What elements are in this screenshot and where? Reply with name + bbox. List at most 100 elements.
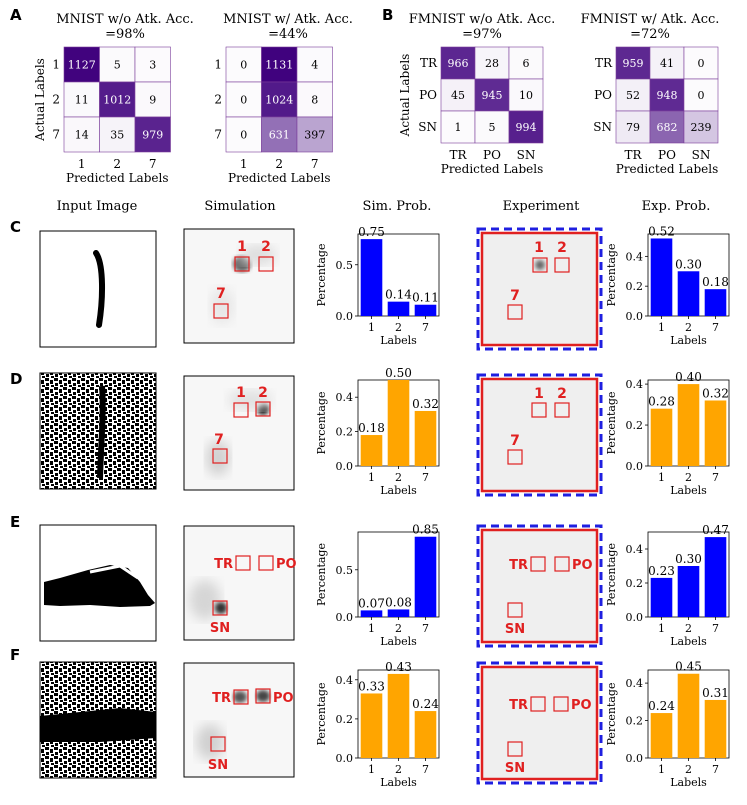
x-axis-label: Labels bbox=[380, 484, 417, 497]
bar-value-label: 0.52 bbox=[648, 224, 675, 238]
x-tick-label: 2 bbox=[395, 471, 402, 484]
matrix-col-label: 7 bbox=[311, 157, 319, 171]
detector-box-7 bbox=[507, 304, 523, 320]
matrix-cell bbox=[225, 46, 262, 83]
bar bbox=[650, 577, 673, 617]
matrix-cell bbox=[683, 46, 719, 80]
confusion-matrix-mnist-attack: MNIST w/ Atk. Acc. =44% 0 1131 4 0 1024 8 0 631 39… bbox=[214, 12, 353, 185]
bar bbox=[650, 238, 673, 316]
x-tick-label: 7 bbox=[422, 321, 429, 334]
matrix-title: FMNIST w/o Atk. Acc. =97% bbox=[409, 12, 556, 42]
detector-box-tr bbox=[233, 689, 249, 705]
bar bbox=[387, 301, 410, 316]
bar-value-label: 0.30 bbox=[675, 257, 702, 271]
bar bbox=[704, 400, 727, 466]
bar-chart-f-sim: 0.33 1 0.43 2 0.24 7 0.0 0.2 0.4 Labels Percentage bbox=[315, 660, 440, 789]
x-tick-label: 7 bbox=[712, 622, 719, 635]
matrix-cell-value: 0 bbox=[240, 59, 247, 72]
detector-label: SN bbox=[505, 622, 525, 637]
matrix-row-label: 2 bbox=[214, 93, 222, 107]
bar bbox=[414, 711, 437, 758]
experiment-image-f: TR PO SN bbox=[476, 661, 603, 785]
detector-label: 7 bbox=[216, 286, 226, 302]
matrix-ylabel: Actual Labels bbox=[33, 58, 47, 142]
bar-value-label: 0.32 bbox=[702, 386, 729, 400]
bar bbox=[387, 380, 410, 466]
matrix-cell-value: 1127 bbox=[68, 59, 96, 72]
detector-label: PO bbox=[276, 557, 297, 572]
detector-label: PO bbox=[273, 691, 294, 706]
bar-chart-e-exp: 0.23 1 0.30 2 0.47 7 0.0 0.2 0.4 Labels Percentage bbox=[605, 523, 730, 648]
detector-box-2 bbox=[554, 257, 570, 273]
bar-value-label: 0.07 bbox=[358, 596, 385, 610]
matrix-xlabel: Predicted Labels bbox=[616, 162, 718, 176]
y-tick-label: 0.4 bbox=[626, 677, 644, 690]
detector-label: 1 bbox=[534, 386, 544, 402]
y-axis-label: Percentage bbox=[315, 392, 328, 455]
matrix-col-label: SN bbox=[517, 148, 536, 162]
bar-chart-e-sim: 0.07 1 0.08 2 0.85 7 0.0 0.5 Labels Percentage bbox=[315, 523, 440, 648]
detector-label: 2 bbox=[557, 240, 567, 256]
matrix-cell bbox=[683, 78, 719, 112]
detector-box-sn bbox=[507, 602, 523, 618]
matrix-cell-value: 4 bbox=[311, 59, 318, 72]
bar-value-label: 0.28 bbox=[648, 395, 675, 409]
y-tick-label: 0.4 bbox=[626, 543, 644, 556]
header-input-image: Input Image bbox=[57, 199, 138, 214]
header-sim-prob: Sim. Prob. bbox=[363, 199, 432, 214]
detector-label: TR bbox=[212, 691, 231, 706]
matrix-cell-value: 79 bbox=[626, 121, 640, 134]
x-tick-label: 7 bbox=[712, 471, 719, 484]
header-simulation: Simulation bbox=[204, 199, 276, 214]
bar bbox=[387, 609, 410, 617]
bar-value-label: 0.47 bbox=[702, 523, 729, 537]
matrix-cell-value: 14 bbox=[75, 129, 89, 142]
matrix-col-label: 2 bbox=[275, 157, 283, 171]
detector-box-tr bbox=[235, 555, 251, 571]
detector-box-sn bbox=[210, 736, 226, 752]
matrix-cell bbox=[508, 46, 544, 80]
y-tick-label: 0.0 bbox=[336, 752, 354, 765]
matrix-cell bbox=[615, 78, 651, 112]
matrix-row-label: PO bbox=[594, 88, 612, 102]
matrix-row-label: PO bbox=[419, 88, 437, 102]
detector-box-tr bbox=[530, 556, 546, 572]
bar bbox=[677, 384, 700, 466]
matrix-cell-value: 5 bbox=[114, 59, 121, 72]
x-tick-label: 2 bbox=[685, 321, 692, 334]
matrix-cell-value: 28 bbox=[485, 57, 499, 70]
matrix-title: MNIST w/o Atk. Acc. =98% bbox=[56, 12, 194, 42]
y-tick-label: 0.4 bbox=[336, 674, 354, 687]
bar-value-label: 0.43 bbox=[385, 660, 412, 674]
matrix-cell bbox=[474, 78, 510, 112]
matrix-cell bbox=[296, 46, 333, 83]
matrix-cell-value: 45 bbox=[451, 89, 465, 102]
matrix-cell bbox=[440, 46, 476, 80]
input-image-f bbox=[39, 661, 157, 779]
matrix-title: FMNIST w/ Atk. Acc. =72% bbox=[581, 12, 720, 42]
matrix-row-label: 1 bbox=[52, 58, 60, 72]
y-axis-label: Percentage bbox=[605, 392, 618, 455]
x-axis-label: Labels bbox=[670, 635, 707, 648]
matrix-cell-value: 239 bbox=[691, 121, 712, 134]
y-axis-label: Percentage bbox=[315, 543, 328, 606]
matrix-cell bbox=[261, 81, 298, 118]
matrix-row-label: 2 bbox=[52, 93, 60, 107]
bar bbox=[414, 304, 437, 316]
simulation-image-d: 1 2 7 bbox=[183, 375, 295, 491]
detector-box-tr bbox=[530, 696, 546, 712]
y-tick-label: 0.5 bbox=[336, 564, 354, 577]
x-axis-label: Labels bbox=[380, 334, 417, 347]
matrix-cell bbox=[261, 116, 298, 153]
bar-value-label: 0.14 bbox=[385, 288, 412, 302]
matrix-cell bbox=[649, 46, 685, 80]
detector-label: SN bbox=[505, 761, 525, 776]
input-image-e bbox=[39, 524, 157, 642]
bar-value-label: 0.08 bbox=[385, 595, 412, 609]
matrix-row-label: 1 bbox=[214, 58, 222, 72]
experiment-image-d: 1 2 7 bbox=[476, 373, 603, 497]
detector-box-7 bbox=[507, 449, 523, 465]
matrix-cell bbox=[99, 46, 136, 83]
matrix-cell-value: 11 bbox=[75, 94, 89, 107]
y-tick-label: 0.4 bbox=[626, 378, 644, 391]
